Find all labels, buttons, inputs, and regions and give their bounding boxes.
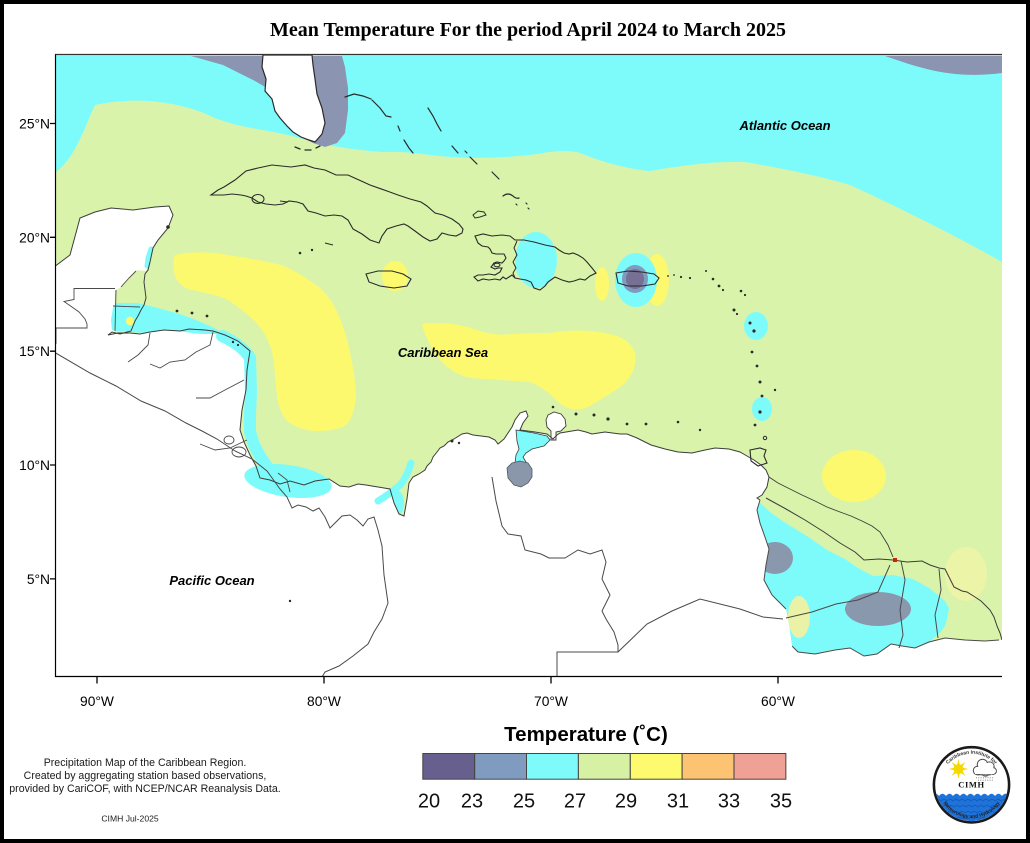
svg-text:Precipitation Map of the Carib: Precipitation Map of the Caribbean Regio… — [44, 757, 247, 769]
svg-text:20°N: 20°N — [19, 230, 50, 245]
svg-text:5°N: 5°N — [27, 572, 50, 587]
svg-text:Created by aggregating station: Created by aggregating station based obs… — [24, 770, 267, 782]
svg-text:provided by CariCOF, with NCEP: provided by CariCOF, with NCEP/NCAR Rean… — [9, 783, 280, 795]
svg-text:CIMH: CIMH — [958, 780, 984, 790]
svg-text:60°W: 60°W — [761, 694, 795, 709]
svg-text:90°W: 90°W — [80, 694, 114, 709]
svg-text:35: 35 — [770, 791, 792, 813]
svg-text:29: 29 — [615, 791, 637, 813]
svg-text:33: 33 — [718, 791, 740, 813]
svg-text:25°N: 25°N — [19, 117, 50, 132]
svg-text:23: 23 — [461, 791, 483, 813]
svg-text:70°W: 70°W — [534, 694, 568, 709]
svg-text:15°N: 15°N — [19, 344, 50, 359]
svg-text:10°N: 10°N — [19, 458, 50, 473]
svg-text:CIMH Jul-2025: CIMH Jul-2025 — [101, 814, 159, 824]
svg-text:Atlantic Ocean: Atlantic Ocean — [738, 118, 830, 133]
svg-text:25: 25 — [513, 791, 535, 813]
svg-text:Caribbean Sea: Caribbean Sea — [398, 345, 488, 360]
svg-text:27: 27 — [564, 791, 586, 813]
svg-text:20: 20 — [418, 791, 440, 813]
svg-text:80°W: 80°W — [307, 694, 341, 709]
svg-text:31: 31 — [667, 791, 689, 813]
svg-text:Mean Temperature For the perio: Mean Temperature For the period April 20… — [270, 19, 786, 41]
svg-text:Pacific Ocean: Pacific Ocean — [169, 573, 254, 588]
svg-text:Temperature (˚C): Temperature (˚C) — [504, 723, 668, 746]
